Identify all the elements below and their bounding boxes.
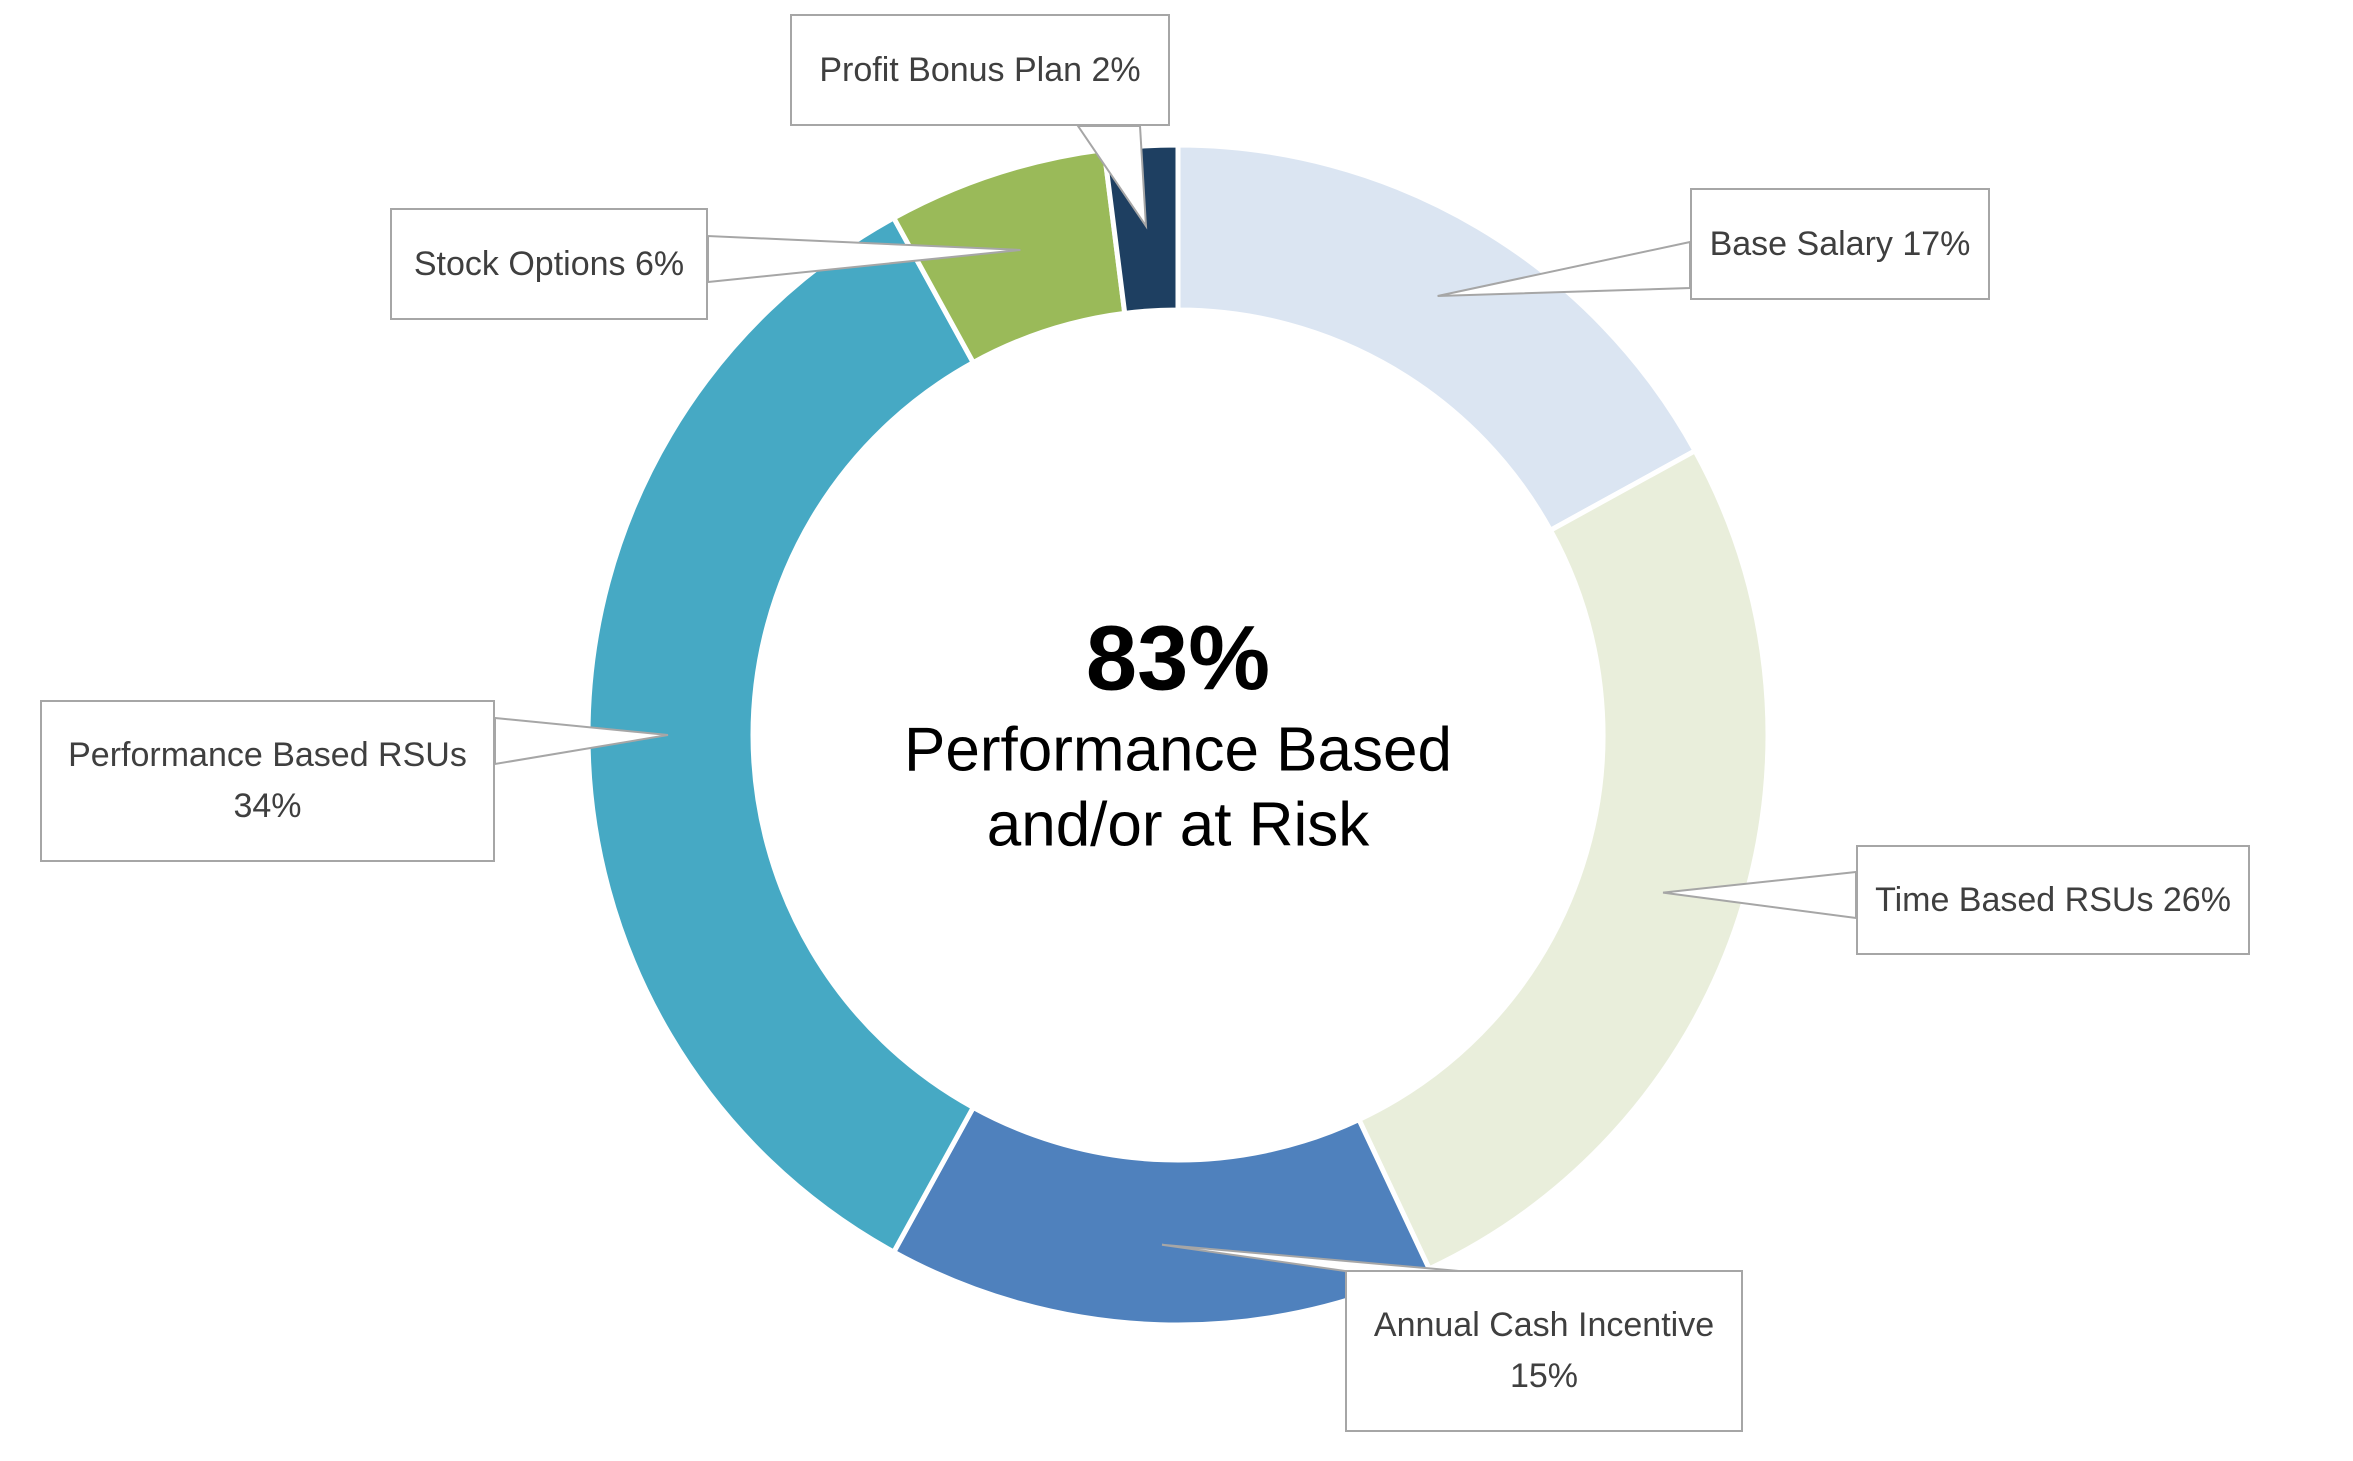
callout-text: 15%	[1509, 1357, 1579, 1395]
callout-profit-bonus-plan: Profit Bonus Plan 2%	[790, 14, 1170, 126]
callout-text: Stock Options 6%	[413, 244, 685, 283]
slice-time-based-rsus	[1356, 448, 1771, 1272]
callout-base-salary: Base Salary 17%	[1690, 188, 1990, 300]
callout-text: Base Salary 17%	[1709, 224, 1971, 263]
callout-text: Annual Cash Incentive	[1373, 1306, 1715, 1344]
callout-leader-stock-options	[707, 234, 1021, 284]
callout-text: Performance Based RSUs	[68, 736, 467, 774]
callout-stock-options: Stock Options 6%	[390, 208, 708, 320]
callout-text: Profit Bonus Plan 2%	[819, 50, 1141, 89]
callout-time-based-rsus: Time Based RSUs 26%	[1856, 845, 2250, 955]
callout-leader-profit-bonus-plan	[1076, 125, 1148, 230]
callout-text: Time Based RSUs 26%	[1875, 880, 2231, 919]
callout-annual-cash-incentive: Annual Cash Incentive 15%	[1345, 1270, 1743, 1432]
slice-base-salary	[1175, 142, 1698, 533]
callout-leader-performance-based-rsus	[494, 716, 669, 766]
callout-performance-based-rsus: Performance Based RSUs 34%	[40, 700, 495, 862]
callout-text: 34%	[233, 787, 302, 825]
